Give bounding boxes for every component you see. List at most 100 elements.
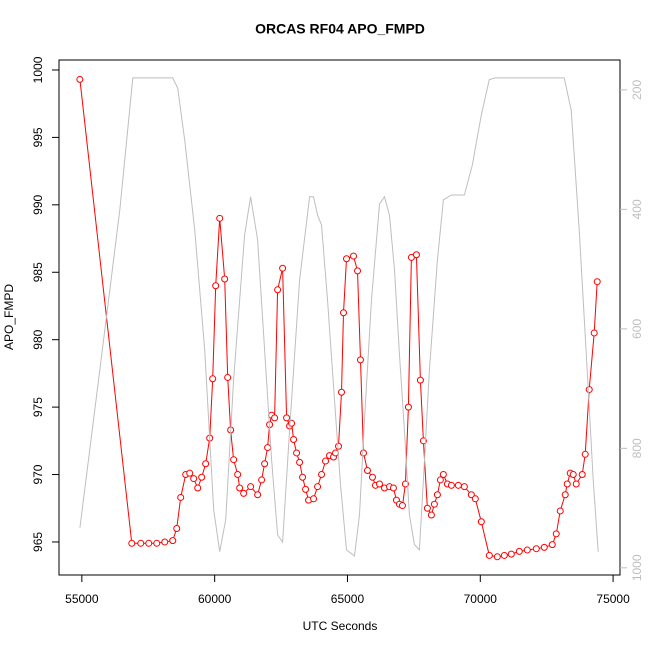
point: [460, 483, 468, 491]
point: [198, 473, 206, 481]
x-tick-label: 75000: [596, 592, 630, 606]
point: [359, 449, 367, 457]
point: [230, 456, 238, 464]
point: [593, 278, 601, 286]
point: [368, 473, 376, 481]
point: [310, 495, 318, 503]
point: [493, 553, 501, 561]
point: [548, 541, 556, 549]
point: [454, 481, 462, 489]
point: [283, 414, 291, 422]
plot-box: [58, 59, 621, 576]
y2-tick-label: 200: [630, 80, 644, 100]
y-tick-label: 990: [31, 194, 45, 214]
point: [540, 543, 548, 551]
chart-title: ORCAS RF04 APO_FMPD: [255, 21, 425, 37]
point: [412, 251, 420, 259]
point: [349, 252, 357, 260]
x-tick-label: 70000: [464, 592, 498, 606]
point: [578, 471, 586, 479]
point: [467, 491, 475, 499]
y2-tick-label: 400: [630, 199, 644, 219]
point: [247, 483, 255, 491]
point: [515, 547, 523, 555]
point: [186, 469, 194, 477]
point: [585, 386, 593, 394]
point: [447, 481, 455, 489]
point: [354, 267, 362, 275]
point: [261, 460, 269, 468]
y-tick-label: 965: [31, 532, 45, 552]
point: [404, 403, 412, 411]
point: [264, 444, 272, 452]
y-tick-label: 975: [31, 397, 45, 417]
point: [436, 476, 444, 484]
point: [190, 475, 198, 483]
y-tick-label: 995: [31, 127, 45, 147]
point: [318, 471, 326, 479]
point: [356, 356, 364, 364]
y-tick-label: 970: [31, 464, 45, 484]
point: [423, 504, 431, 512]
x-tick-label: 60000: [198, 592, 232, 606]
point: [290, 435, 298, 443]
point: [216, 214, 224, 222]
point: [430, 500, 438, 508]
point: [552, 530, 560, 538]
point: [293, 449, 301, 457]
y-axis-label: APO_FMPD: [2, 284, 16, 350]
point: [389, 484, 397, 492]
point: [569, 471, 577, 479]
point: [343, 255, 351, 263]
point: [209, 375, 217, 383]
point: [161, 538, 169, 546]
point: [532, 545, 540, 553]
point: [477, 518, 485, 526]
point: [302, 485, 310, 493]
point: [590, 329, 598, 337]
point: [76, 75, 84, 83]
point: [177, 493, 185, 501]
x-tick-label: 55000: [65, 592, 99, 606]
point: [572, 480, 580, 488]
point: [416, 376, 424, 384]
series-line: [79, 77, 599, 557]
y-tick-label: 1000: [31, 56, 45, 83]
point: [340, 309, 348, 317]
point: [145, 539, 153, 547]
point: [254, 491, 262, 499]
point: [212, 282, 220, 290]
point: [234, 471, 242, 479]
point: [221, 275, 229, 283]
point: [439, 471, 447, 479]
point: [556, 507, 564, 515]
point: [581, 450, 589, 458]
point: [322, 457, 330, 465]
point: [202, 460, 210, 468]
point: [314, 483, 322, 491]
point: [279, 264, 287, 272]
point: [363, 466, 371, 474]
x-tick-label: 65000: [331, 592, 365, 606]
point: [427, 511, 435, 519]
point: [563, 480, 571, 488]
point: [523, 546, 531, 554]
y2-tick-label: 800: [630, 438, 644, 458]
point: [507, 550, 515, 558]
point: [271, 414, 279, 422]
point: [169, 537, 177, 545]
point: [485, 551, 493, 559]
point: [236, 484, 244, 492]
point: [194, 484, 202, 492]
point: [375, 480, 383, 488]
y-tick-label: 980: [31, 329, 45, 349]
point: [296, 458, 304, 466]
y2-tick-label: 600: [630, 319, 644, 339]
point: [338, 388, 346, 396]
point: [173, 524, 181, 532]
point: [398, 502, 406, 510]
point: [500, 551, 508, 559]
y2-tick-label: 1000: [630, 554, 644, 581]
